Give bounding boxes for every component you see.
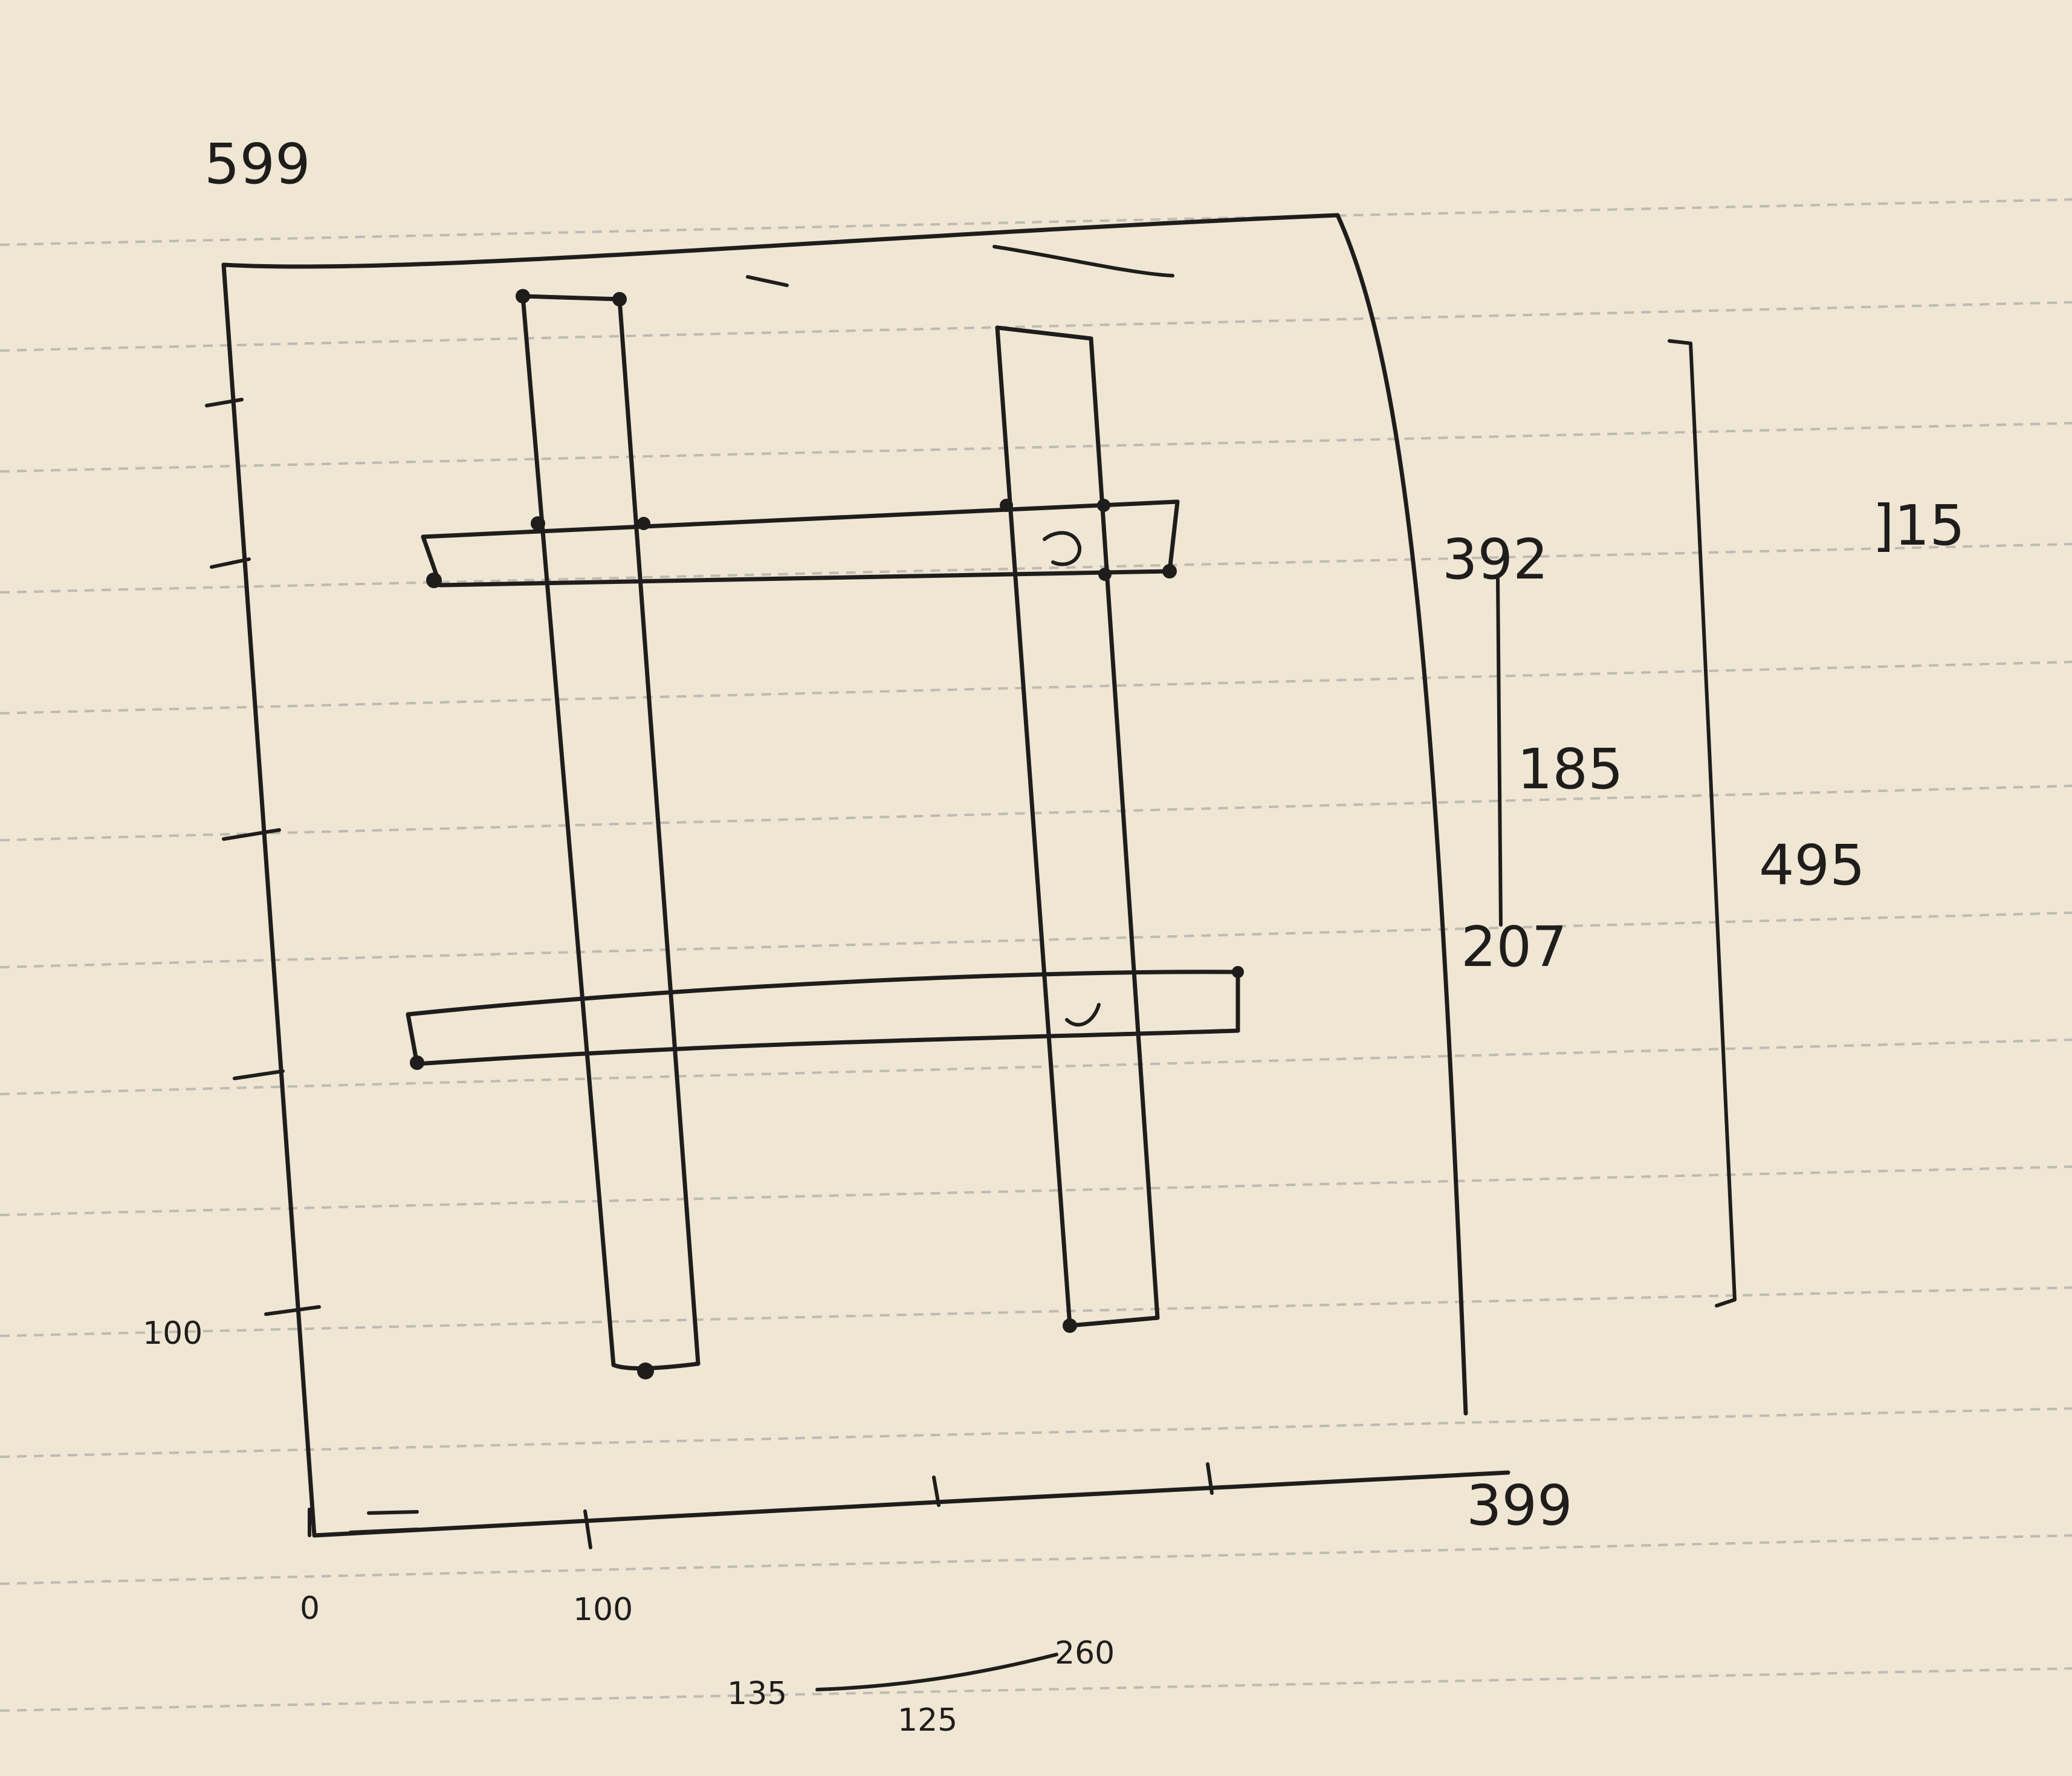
label-bottom-hundred: 100 xyxy=(573,1592,633,1628)
label-bottom-zero: 0 xyxy=(300,1590,320,1627)
right-dimension-marks xyxy=(1496,339,1737,1308)
horizontal-bar-bottom xyxy=(406,966,1244,1070)
label-right-lower: 207 xyxy=(1461,915,1567,979)
bottom-dimension-marks xyxy=(746,245,1174,1691)
vertical-bar-left xyxy=(516,289,701,1379)
label-bottom-left: 135 xyxy=(727,1676,787,1712)
vertical-bar-right xyxy=(995,325,1160,1333)
outer-frame xyxy=(221,213,1510,1538)
label-bottom-right: 399 xyxy=(1466,1473,1573,1538)
bottom-axis-ticks xyxy=(308,1462,1214,1549)
label-left-axis: 100 xyxy=(143,1315,202,1352)
labels: 599 100 392 185 207 495 ]15 0 100 399 13… xyxy=(143,132,1965,1739)
label-right-mid: 185 xyxy=(1517,737,1624,802)
ruled-lines xyxy=(0,198,2072,1712)
label-bottom-center: 125 xyxy=(898,1702,957,1739)
left-axis-ticks xyxy=(205,398,321,1316)
label-top-left: 599 xyxy=(204,132,311,196)
label-bottom-right-note: 260 xyxy=(1055,1635,1115,1671)
label-far-right: ]15 xyxy=(1873,493,1965,558)
label-right-span: 495 xyxy=(1759,833,1865,898)
horizontal-bar-top xyxy=(421,499,1180,588)
label-right-upper: 392 xyxy=(1442,527,1549,592)
